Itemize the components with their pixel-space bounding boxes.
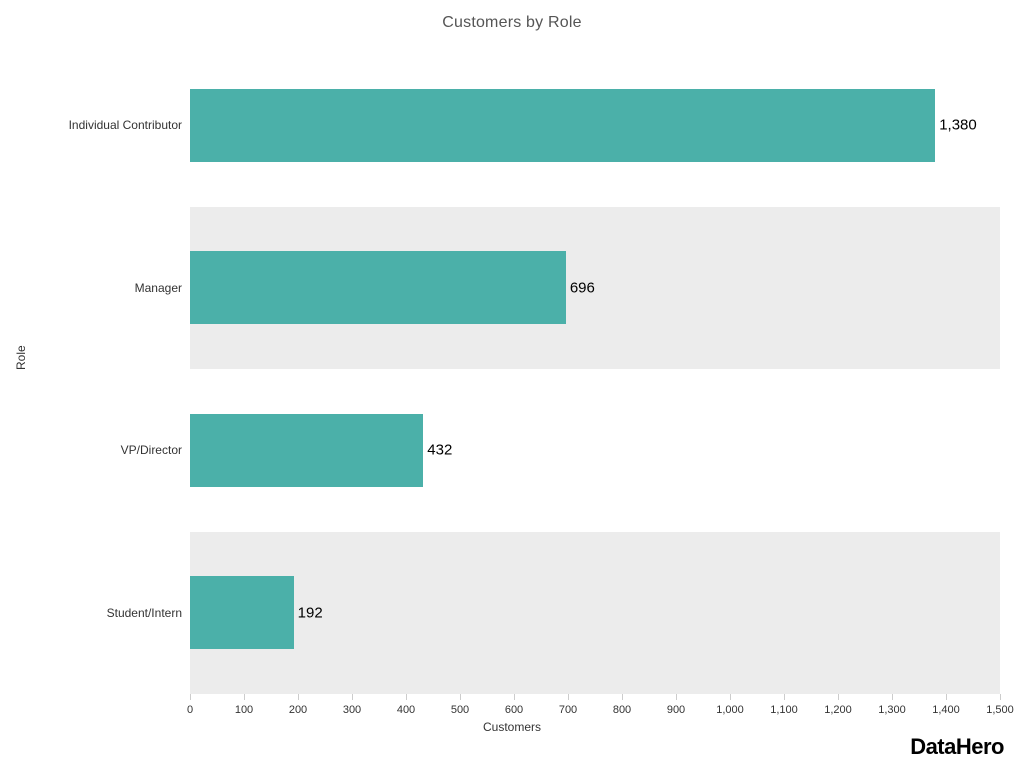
x-axis-title: Customers [0,720,1024,734]
chart-container: Customers by Role Role 1,380 696 432 192 Cu… [0,0,1024,769]
x-tick-label: 1,100 [770,704,798,716]
x-tick [676,694,677,700]
x-tick-label: 800 [613,704,631,716]
x-tick [784,694,785,700]
x-tick [730,694,731,700]
plot-area: 1,380 696 432 192 [190,44,1000,694]
x-tick [1000,694,1001,700]
category-label: Individual Contributor [69,118,182,132]
x-tick [298,694,299,700]
x-tick [406,694,407,700]
x-tick [622,694,623,700]
x-tick [514,694,515,700]
chart-title: Customers by Role [0,14,1024,32]
x-tick [838,694,839,700]
x-tick-label: 100 [235,704,253,716]
x-tick-label: 300 [343,704,361,716]
bar-value-label: 192 [298,604,323,621]
bar [190,414,423,487]
brand-logo: DataHero [910,734,1004,760]
x-tick-label: 700 [559,704,577,716]
x-tick-label: 1,000 [716,704,744,716]
x-tick-label: 1,500 [986,704,1014,716]
x-tick-label: 0 [187,704,193,716]
x-tick [190,694,191,700]
bar [190,576,294,649]
category-label: Manager [135,281,182,295]
x-tick-label: 1,200 [824,704,852,716]
bar [190,89,935,162]
x-tick [568,694,569,700]
x-tick [244,694,245,700]
x-tick-label: 600 [505,704,523,716]
x-tick [352,694,353,700]
x-tick-label: 500 [451,704,469,716]
bar-value-label: 432 [427,442,452,459]
x-tick-label: 900 [667,704,685,716]
bar-value-label: 1,380 [939,117,977,134]
x-tick [946,694,947,700]
x-tick-label: 1,400 [932,704,960,716]
bar [190,251,566,324]
y-axis-title: Role [14,345,28,370]
bar-value-label: 696 [570,279,595,296]
x-tick [892,694,893,700]
category-label: VP/Director [121,443,182,457]
x-tick-label: 200 [289,704,307,716]
x-tick [460,694,461,700]
x-tick-label: 1,300 [878,704,906,716]
x-tick-label: 400 [397,704,415,716]
category-label: Student/Intern [107,606,182,620]
